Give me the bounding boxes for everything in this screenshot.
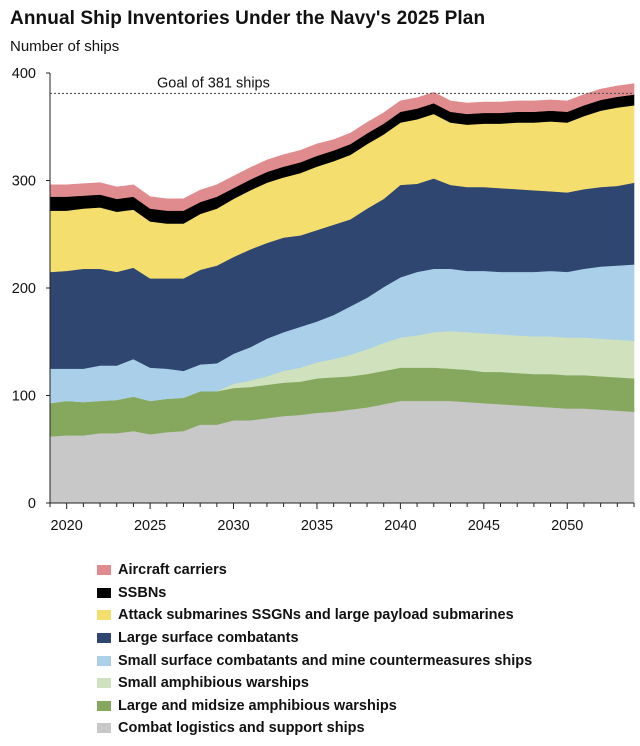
- x-tick-label: 2045: [468, 518, 500, 534]
- legend-swatch: [97, 633, 111, 644]
- legend-item: Large surface combatants: [97, 627, 532, 650]
- legend-item: Large and midsize amphibious warships: [97, 695, 532, 718]
- x-tick-label: 2020: [51, 518, 83, 534]
- legend-swatch: [97, 678, 111, 689]
- legend-item: Combat logistics and support ships: [97, 717, 532, 740]
- goal-label: Goal of 381 ships: [157, 75, 270, 91]
- legend-label: Small amphibious warships: [118, 675, 309, 692]
- chart-title: Annual Ship Inventories Under the Navy's…: [10, 8, 486, 29]
- legend-swatch: [97, 565, 111, 576]
- legend-item: Attack submarines SSGNs and large payloa…: [97, 604, 532, 627]
- legend-item: Small surface combatants and mine counte…: [97, 649, 532, 672]
- legend-swatch: [97, 723, 111, 734]
- y-tick-label: 100: [12, 389, 36, 405]
- legend-label: Small surface combatants and mine counte…: [118, 652, 533, 669]
- area-aircraft-carriers: [49, 83, 635, 211]
- legend-swatch: [97, 700, 111, 711]
- legend-item: Small amphibious warships: [97, 672, 532, 695]
- legend-item: Aircraft carriers: [97, 559, 532, 582]
- x-tick-label: 2035: [301, 518, 333, 534]
- chart-legend: Aircraft carriers SSBNs Attack submarines …: [97, 559, 532, 740]
- legend-label: Attack submarines SSGNs and large payloa…: [118, 607, 514, 624]
- y-tick-label: 200: [12, 281, 36, 297]
- legend-label: Aircraft carriers: [118, 562, 227, 579]
- y-tick-label: 400: [12, 66, 36, 82]
- legend-item: SSBNs: [97, 582, 532, 605]
- stacked-area-chart: 0 100 200 300 400 2020 2025 2030 2035 2040 2045 205…: [12, 66, 635, 534]
- x-tick-label: 2050: [551, 518, 583, 534]
- x-tick-label: 2030: [217, 518, 249, 534]
- legend-label: Combat logistics and support ships: [118, 720, 365, 737]
- y-axis-title: Number of ships: [10, 38, 120, 55]
- y-tick-label: 300: [12, 174, 36, 190]
- legend-label: Large and midsize amphibious warships: [118, 697, 397, 714]
- legend-swatch: [97, 587, 111, 598]
- legend-swatch: [97, 655, 111, 666]
- legend-label: SSBNs: [118, 584, 167, 601]
- legend-swatch: [97, 610, 111, 621]
- y-tick-label: 0: [28, 496, 36, 512]
- legend-label: Large surface combatants: [118, 630, 299, 647]
- x-tick-label: 2040: [384, 518, 416, 534]
- x-tick-label: 2025: [134, 518, 166, 534]
